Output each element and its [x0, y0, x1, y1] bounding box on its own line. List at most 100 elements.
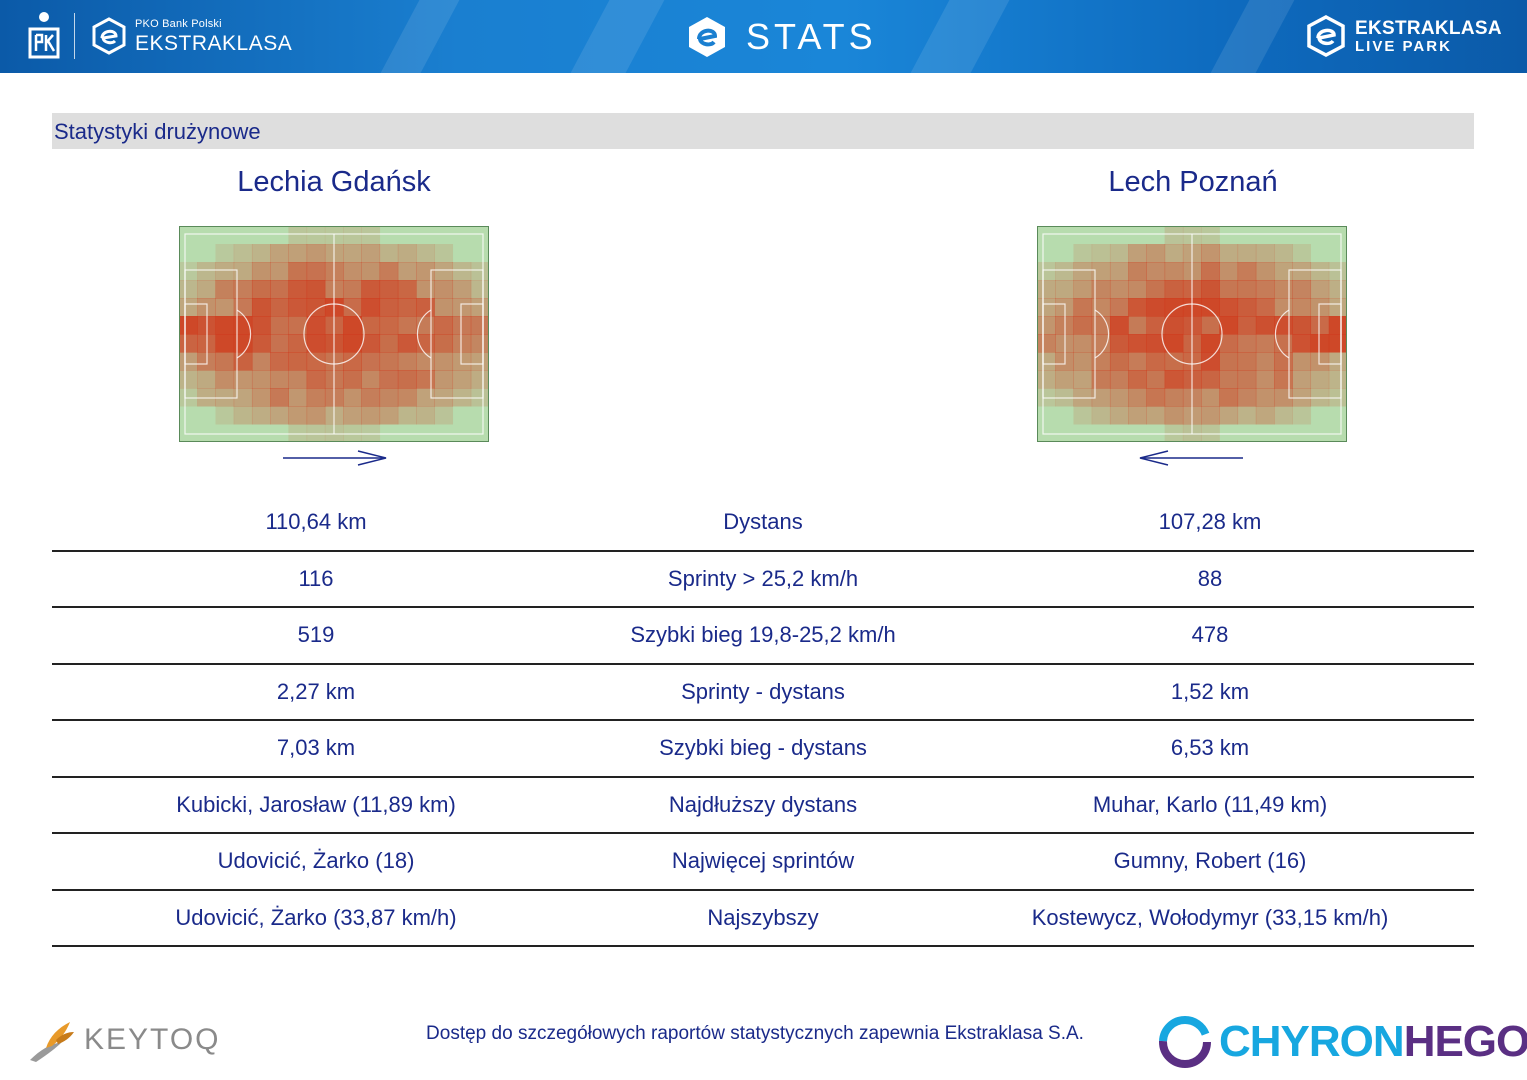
- heat-cell: [1146, 298, 1166, 317]
- heat-cell: [1255, 334, 1275, 353]
- heat-cell: [1164, 244, 1184, 263]
- heat-cell: [397, 352, 417, 371]
- heat-cell: [1310, 298, 1330, 317]
- heat-cell: [215, 388, 235, 407]
- heat-cell: [233, 334, 253, 353]
- heat-cell: [1201, 262, 1220, 281]
- heat-cell: [1201, 244, 1220, 263]
- heat-cell: [1328, 370, 1347, 389]
- heat-cell: [1164, 388, 1184, 407]
- heat-cell: [1255, 298, 1275, 317]
- heat-cell: [452, 370, 472, 389]
- heat-cell: [1237, 298, 1257, 317]
- heat-cell: [1128, 352, 1147, 371]
- heat-cell: [1037, 388, 1056, 407]
- heat-cell: [397, 406, 417, 425]
- heat-cell: [1109, 370, 1129, 389]
- ekstraklasa-live-park-logo[interactable]: EKSTRAKLASA LIVE PARK: [1305, 14, 1502, 58]
- heat-cell: [288, 226, 308, 245]
- heat-cell: [288, 244, 308, 263]
- heat-cell: [233, 280, 253, 299]
- stat-label: Najszybszy: [707, 904, 819, 930]
- table-row: 116 Sprinty > 25,2 km/h 88: [52, 552, 1474, 608]
- heat-cell: [1128, 406, 1147, 425]
- heat-cell: [1201, 424, 1220, 442]
- away-value: 1,52 km: [1170, 678, 1250, 704]
- heat-cell: [1164, 334, 1184, 353]
- heat-cell: [379, 370, 399, 389]
- home-heatmap: [179, 226, 489, 442]
- home-team-name: Lechia Gdańsk: [237, 166, 431, 198]
- heat-cell: [1292, 370, 1312, 389]
- heat-cell: [1109, 280, 1129, 299]
- pko-ekstraklasa-logo[interactable]: PKO Bank Polski EKSTRAKLASA: [26, 8, 292, 64]
- home-value: 116: [298, 565, 334, 591]
- heat-cell: [1146, 316, 1166, 335]
- heat-cell: [1255, 280, 1275, 299]
- pitch-border: [179, 226, 489, 442]
- heat-cell: [361, 280, 381, 299]
- heat-cell: [1328, 280, 1347, 299]
- home-value: Udovicić, Żarko (33,87 km/h): [175, 904, 457, 930]
- heat-cell: [306, 424, 326, 442]
- heat-cell: [288, 316, 308, 335]
- heat-cell: [288, 406, 308, 425]
- pko-logo-icon: [28, 12, 60, 59]
- table-row: Udovicić, Żarko (33,87 km/h) Najszybszy …: [52, 891, 1474, 947]
- chyronhego-logo[interactable]: CHYRONHEGO: [1157, 1014, 1527, 1070]
- ekstraklasa-badge-icon: [92, 17, 126, 55]
- heat-cell: [270, 280, 289, 299]
- heat-cell: [452, 334, 472, 353]
- heat-cell: [288, 388, 308, 407]
- heat-cell: [306, 406, 326, 425]
- heat-cell: [215, 316, 235, 335]
- heat-cell: [434, 334, 454, 353]
- heat-cell: [397, 298, 417, 317]
- heat-cell: [1073, 406, 1093, 425]
- heat-cell: [361, 262, 381, 281]
- heat-cell: [179, 280, 198, 299]
- heat-cell: [215, 406, 235, 425]
- heat-cell: [1328, 388, 1347, 407]
- brand-big-text: EKSTRAKLASA: [135, 31, 293, 55]
- heat-cell: [343, 370, 362, 389]
- heat-cell: [1201, 298, 1220, 317]
- heat-cell: [1146, 244, 1166, 263]
- heat-cell: [306, 370, 326, 389]
- heat-cell: [306, 316, 326, 335]
- heat-cell: [1255, 406, 1275, 425]
- heat-cell: [215, 244, 235, 263]
- away-heatmap: [1037, 226, 1347, 442]
- heat-cell: [397, 244, 417, 263]
- heat-cell: [361, 334, 381, 353]
- section-title: Statystyki drużynowe: [52, 113, 1474, 149]
- table-row: 519 Szybki bieg 19,8-25,2 km/h 478: [52, 608, 1474, 665]
- heat-cell: [343, 280, 362, 299]
- table-row: 7,03 km Szybki bieg - dystans 6,53 km: [52, 721, 1474, 778]
- heat-cell: [397, 262, 417, 281]
- heat-cell: [361, 298, 381, 317]
- heat-cell: [470, 334, 489, 353]
- heat-cell: [1274, 280, 1293, 299]
- heat-cell: [379, 316, 399, 335]
- heat-cell: [306, 280, 326, 299]
- heat-cell: [343, 298, 362, 317]
- heat-cell: [1237, 280, 1257, 299]
- heat-cell: [1201, 280, 1220, 299]
- heat-cell: [397, 334, 417, 353]
- heat-cell: [343, 406, 362, 425]
- heat-cell: [416, 406, 435, 425]
- heat-cell: [1255, 262, 1275, 281]
- heat-cell: [434, 244, 454, 263]
- heat-cell: [1146, 352, 1166, 371]
- heat-cell: [397, 280, 417, 299]
- heat-cell: [470, 388, 489, 407]
- heat-cell: [379, 298, 399, 317]
- heat-cell: [1237, 406, 1257, 425]
- table-row: Udovicić, Żarko (18) Najwięcej sprintów …: [52, 834, 1474, 891]
- away-value: 478: [1191, 622, 1229, 647]
- heat-cell: [1109, 244, 1129, 263]
- heat-cell: [361, 406, 381, 425]
- heat-cell: [1109, 352, 1129, 371]
- keytoq-logo[interactable]: KEYTOQ: [26, 1014, 220, 1066]
